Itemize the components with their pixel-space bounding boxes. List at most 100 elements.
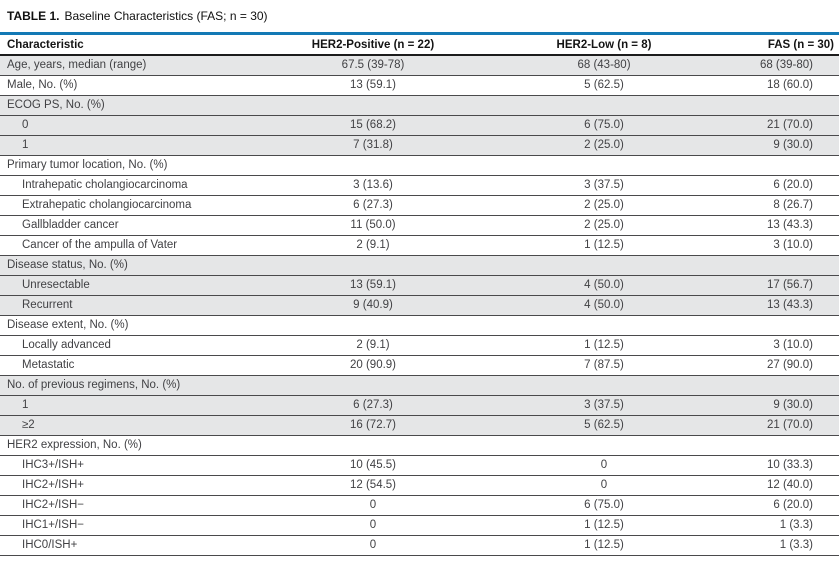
row-label: IHC3+/ISH+ — [0, 455, 262, 476]
cell-her2-low: 5 (62.5) — [484, 75, 724, 96]
table-row: IHC0/ISH+ 0 1 (12.5) 1 (3.3) — [0, 535, 839, 556]
cell-fas: 3 (10.0) — [724, 235, 839, 256]
paper-table-page: TABLE 1. Baseline Characteristics (FAS; n… — [0, 9, 839, 556]
cell-her2-positive: 0 — [262, 535, 484, 556]
cell-her2-low: 7 (87.5) — [484, 355, 724, 376]
cell-her2-positive: 9 (40.9) — [262, 295, 484, 316]
cell-her2-positive: 10 (45.5) — [262, 455, 484, 476]
cell-fas: 27 (90.0) — [724, 355, 839, 376]
table-row: ≥2 16 (72.7) 5 (62.5) 21 (70.0) — [0, 415, 839, 436]
table-row: IHC1+/ISH− 0 1 (12.5) 1 (3.3) — [0, 515, 839, 536]
cell-fas: 6 (20.0) — [724, 495, 839, 516]
table-row: ECOG PS, No. (%) — [0, 95, 839, 116]
cell-her2-low: 0 — [484, 455, 724, 476]
cell-fas — [724, 95, 839, 116]
cell-her2-low — [484, 95, 724, 116]
cell-fas: 21 (70.0) — [724, 115, 839, 136]
table-row: Cancer of the ampulla of Vater 2 (9.1) 1 (… — [0, 235, 839, 256]
cell-her2-positive: 16 (72.7) — [262, 415, 484, 436]
cell-her2-low: 2 (25.0) — [484, 195, 724, 216]
cell-her2-positive — [262, 315, 484, 336]
cell-her2-positive — [262, 375, 484, 396]
column-header-characteristic: Characteristic — [0, 35, 262, 56]
table-row: Gallbladder cancer 11 (50.0) 2 (25.0) 13 (4… — [0, 215, 839, 236]
cell-her2-low: 4 (50.0) — [484, 275, 724, 296]
accent-rule — [0, 32, 839, 35]
cell-her2-low: 6 (75.0) — [484, 115, 724, 136]
cell-her2-positive: 15 (68.2) — [262, 115, 484, 136]
cell-fas: 21 (70.0) — [724, 415, 839, 436]
cell-her2-low — [484, 375, 724, 396]
cell-her2-positive: 67.5 (39-78) — [262, 55, 484, 76]
row-label: Gallbladder cancer — [0, 215, 262, 236]
row-label: Intrahepatic cholangiocarcinoma — [0, 175, 262, 196]
column-header-fas: FAS (n = 30) — [724, 35, 839, 56]
cell-her2-low — [484, 435, 724, 456]
cell-fas: 9 (30.0) — [724, 135, 839, 156]
row-label: 1 — [0, 395, 262, 416]
table-row: HER2 expression, No. (%) — [0, 435, 839, 456]
cell-her2-low: 1 (12.5) — [484, 335, 724, 356]
table-row: IHC3+/ISH+ 10 (45.5) 0 10 (33.3) — [0, 455, 839, 476]
table-row: Primary tumor location, No. (%) — [0, 155, 839, 176]
cell-her2-low: 5 (62.5) — [484, 415, 724, 436]
table-row: Disease status, No. (%) — [0, 255, 839, 276]
cell-her2-positive: 0 — [262, 515, 484, 536]
cell-her2-low: 4 (50.0) — [484, 295, 724, 316]
row-label: Locally advanced — [0, 335, 262, 356]
row-label: IHC2+/ISH− — [0, 495, 262, 516]
cell-her2-positive: 6 (27.3) — [262, 195, 484, 216]
cell-her2-positive — [262, 435, 484, 456]
cell-fas — [724, 155, 839, 176]
column-header-her2-low: HER2-Low (n = 8) — [484, 35, 724, 56]
cell-her2-positive: 6 (27.3) — [262, 395, 484, 416]
cell-her2-low: 2 (25.0) — [484, 135, 724, 156]
cell-fas: 1 (3.3) — [724, 535, 839, 556]
table-row: 0 15 (68.2) 6 (75.0) 21 (70.0) — [0, 115, 839, 136]
row-label: IHC2+/ISH+ — [0, 475, 262, 496]
cell-her2-positive: 11 (50.0) — [262, 215, 484, 236]
table-row: Unresectable 13 (59.1) 4 (50.0) 17 (56.7) — [0, 275, 839, 296]
cell-her2-positive: 0 — [262, 495, 484, 516]
cell-her2-positive — [262, 95, 484, 116]
cell-her2-positive: 3 (13.6) — [262, 175, 484, 196]
table-row: Extrahepatic cholangiocarcinoma 6 (27.3) 2… — [0, 195, 839, 216]
row-label: Metastatic — [0, 355, 262, 376]
table-row: Metastatic 20 (90.9) 7 (87.5) 27 (90.0) — [0, 355, 839, 376]
table-row: Male, No. (%) 13 (59.1) 5 (62.5) 18 (60.0) — [0, 75, 839, 96]
baseline-characteristics-table: Characteristic HER2-Positive (n = 22) HE… — [0, 35, 839, 556]
cell-fas: 12 (40.0) — [724, 475, 839, 496]
cell-her2-low: 3 (37.5) — [484, 395, 724, 416]
cell-her2-positive: 20 (90.9) — [262, 355, 484, 376]
row-label: ≥2 — [0, 415, 262, 436]
cell-her2-low: 1 (12.5) — [484, 535, 724, 556]
table-row: IHC2+/ISH− 0 6 (75.0) 6 (20.0) — [0, 495, 839, 516]
cell-her2-positive: 7 (31.8) — [262, 135, 484, 156]
column-header-her2-positive: HER2-Positive (n = 22) — [262, 35, 484, 56]
cell-fas: 8 (26.7) — [724, 195, 839, 216]
cell-fas: 9 (30.0) — [724, 395, 839, 416]
cell-fas — [724, 375, 839, 396]
row-label: IHC0/ISH+ — [0, 535, 262, 556]
cell-fas — [724, 315, 839, 336]
row-label: IHC1+/ISH− — [0, 515, 262, 536]
table-row: Disease extent, No. (%) — [0, 315, 839, 336]
cell-fas: 17 (56.7) — [724, 275, 839, 296]
row-label: Extrahepatic cholangiocarcinoma — [0, 195, 262, 216]
table-row: Age, years, median (range) 67.5 (39-78) 68… — [0, 55, 839, 76]
row-label: 1 — [0, 135, 262, 156]
cell-her2-positive: 2 (9.1) — [262, 235, 484, 256]
row-label: Primary tumor location, No. (%) — [0, 155, 262, 176]
table-row: No. of previous regimens, No. (%) — [0, 375, 839, 396]
cell-fas — [724, 255, 839, 276]
cell-her2-positive: 2 (9.1) — [262, 335, 484, 356]
cell-her2-low: 6 (75.0) — [484, 495, 724, 516]
row-label: Disease status, No. (%) — [0, 255, 262, 276]
cell-fas: 68 (39-80) — [724, 55, 839, 76]
table-row: Recurrent 9 (40.9) 4 (50.0) 13 (43.3) — [0, 295, 839, 316]
row-label: ECOG PS, No. (%) — [0, 95, 262, 116]
cell-her2-low: 3 (37.5) — [484, 175, 724, 196]
cell-her2-low — [484, 255, 724, 276]
